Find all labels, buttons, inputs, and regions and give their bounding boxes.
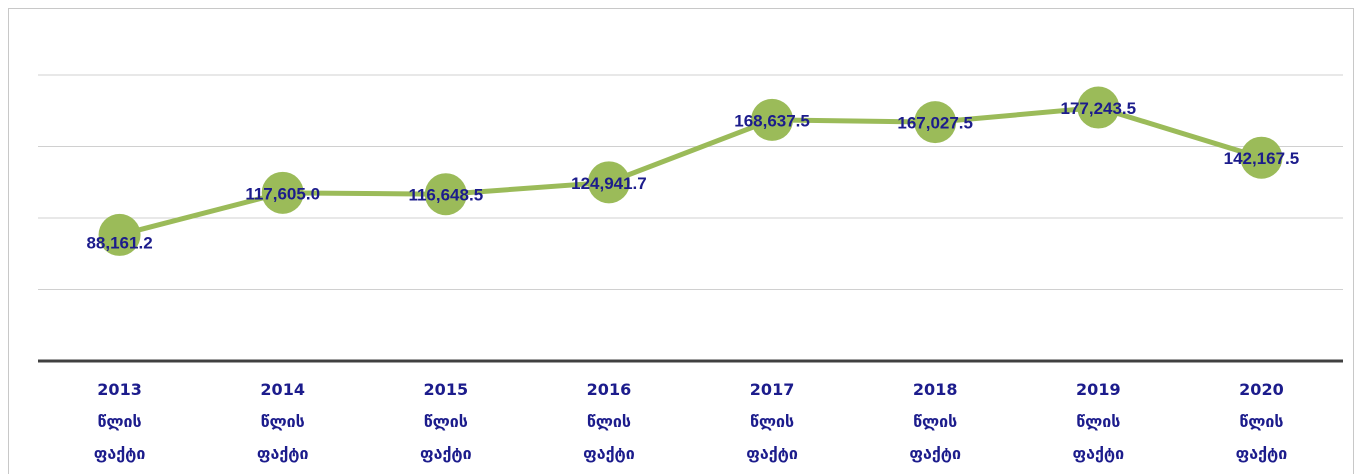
x-tick-label: 2018 წლის ფაქტი [909, 380, 962, 463]
marker [424, 173, 467, 216]
data-label: 142,167.5 [1224, 149, 1300, 168]
marker [1240, 136, 1283, 179]
data-label: 168,637.5 [734, 111, 810, 130]
chart-frame [8, 8, 1354, 474]
x-tick-label: 2016 წლის ფაქტი [583, 380, 635, 463]
x-tick-label: 2019 წლის ფაქტი [1072, 380, 1125, 463]
marker [914, 101, 957, 144]
data-label: 116,648.5 [408, 186, 483, 205]
x-tick-label: 2014 წლის ფაქტი [256, 380, 309, 463]
x-tick-label: 2015 წლის ფაქტი [419, 380, 472, 463]
x-tick-label: 2013 წლის ფაქტი [93, 380, 146, 463]
data-label: 167,027.5 [897, 114, 973, 133]
x-tick-label: 2017 წლის ფაქტი [746, 380, 798, 463]
data-label: 124,941.7 [571, 174, 647, 193]
data-label: 177,243.5 [1060, 99, 1136, 118]
marker [751, 98, 794, 141]
x-tick-label: 2020 წლის ფაქტი [1235, 380, 1288, 463]
marker [1077, 86, 1120, 129]
marker [261, 171, 304, 214]
data-label: 117,605.0 [245, 184, 320, 203]
data-label: 88,161.2 [86, 233, 152, 252]
line [118, 105, 1263, 238]
marker [98, 213, 141, 256]
marker [587, 161, 630, 204]
